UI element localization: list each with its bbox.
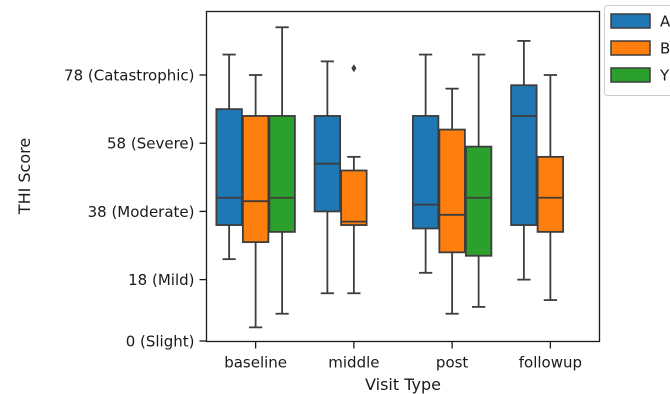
y-axis-title: THI Score — [15, 138, 34, 215]
box-iqr — [241, 115, 270, 244]
box-iqr — [268, 115, 296, 233]
box-iqr — [438, 128, 466, 254]
legend-swatch — [610, 40, 651, 56]
box-iqr — [464, 145, 493, 257]
box-iqr — [411, 115, 440, 230]
box-A-followup — [510, 40, 538, 281]
legend-swatch — [610, 13, 651, 29]
box-A-baseline — [215, 53, 243, 261]
x-axis-title: Visit Type — [365, 375, 441, 394]
legend-label: A — [660, 13, 670, 31]
outlier-point — [351, 64, 357, 73]
y-tick-label: 38 (Moderate) — [88, 203, 195, 221]
y-tick-label: 58 (Severe) — [107, 135, 194, 153]
x-tick-label: middle — [328, 354, 379, 372]
legend-label: B — [660, 40, 670, 58]
y-tick-label: 18 (Mild) — [128, 271, 194, 289]
plot-area — [215, 26, 565, 329]
x-axis: baseline middle post followup — [224, 341, 582, 372]
box-B-post — [438, 87, 466, 315]
box-Y-post — [464, 53, 493, 308]
box-B-middle — [340, 64, 368, 295]
box-iqr — [536, 155, 565, 233]
box-A-post — [411, 53, 440, 274]
box-B-followup — [536, 74, 565, 301]
box-Y-baseline — [268, 26, 296, 315]
y-tick-label: 78 (Catastrophic) — [64, 67, 194, 85]
legend-item: Y — [610, 67, 670, 85]
y-axis: 0 (Slight) 18 (Mild) 38 (Moderate) 58 (Seve… — [64, 67, 207, 351]
x-tick-label: baseline — [224, 354, 287, 372]
box-A-middle — [313, 60, 342, 295]
legend-label: Y — [659, 67, 670, 85]
y-tick-label: 0 (Slight) — [126, 333, 195, 351]
legend-item: B — [610, 40, 670, 58]
x-tick-label: followup — [519, 354, 582, 372]
box-iqr — [215, 108, 243, 226]
legend: ABY — [604, 5, 670, 96]
box-iqr — [510, 84, 538, 226]
legend-swatch — [610, 67, 651, 83]
box-iqr — [340, 169, 368, 226]
plot-frame — [205, 10, 601, 343]
x-tick-label: post — [436, 354, 469, 372]
box-B-baseline — [241, 74, 270, 329]
legend-item: A — [610, 13, 670, 31]
